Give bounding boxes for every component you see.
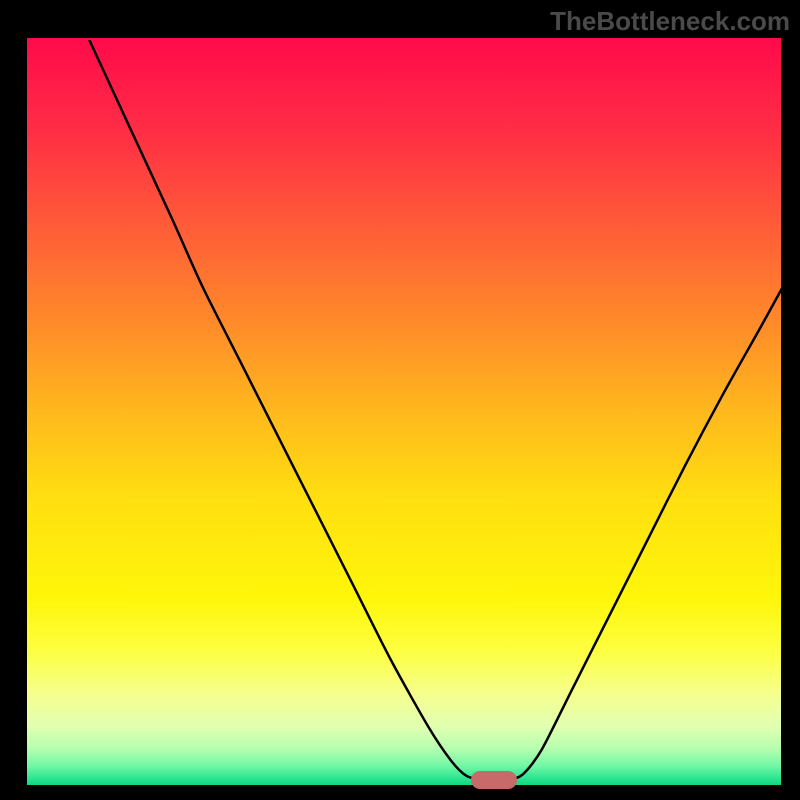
- bottleneck-curve: [89, 40, 783, 780]
- curve-svg: [29, 40, 783, 787]
- chart-container: TheBottleneck.com: [0, 0, 800, 800]
- optimal-marker: [471, 771, 517, 789]
- plot-area: [25, 36, 783, 787]
- watermark-text: TheBottleneck.com: [550, 6, 790, 37]
